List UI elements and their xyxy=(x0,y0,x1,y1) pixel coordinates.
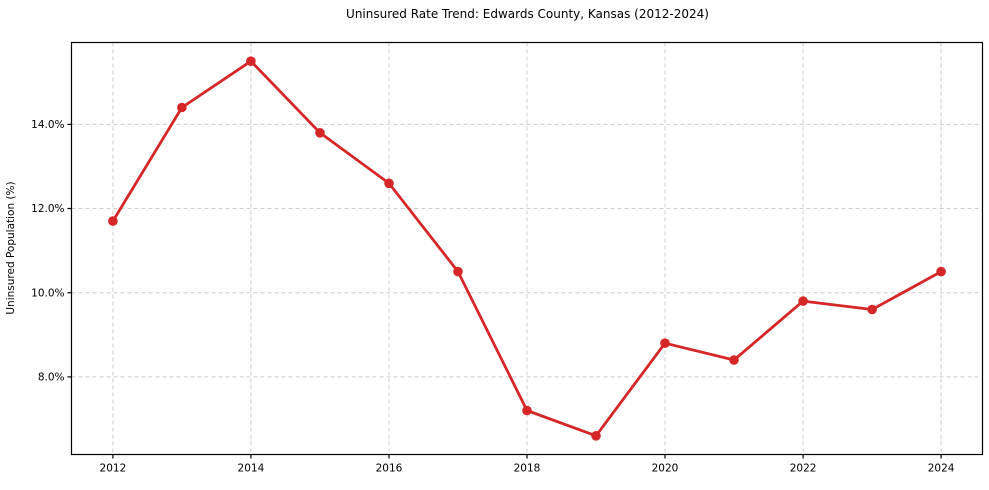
y-tick-label: 10.0% xyxy=(31,287,64,299)
data-point-2013 xyxy=(177,102,187,113)
data-point-2021 xyxy=(729,355,739,365)
data-point-2012 xyxy=(108,216,118,226)
data-point-2018 xyxy=(522,405,532,416)
x-tick-label: 2014 xyxy=(238,463,265,475)
y-tick-label: 12.0% xyxy=(31,203,64,215)
data-point-2016 xyxy=(384,178,394,189)
x-tick-label: 2016 xyxy=(376,463,403,475)
data-point-2022 xyxy=(798,296,808,306)
x-tick-label: 2020 xyxy=(652,463,679,475)
x-tick-label: 2022 xyxy=(790,463,817,475)
data-point-2014 xyxy=(246,56,256,66)
data-point-2023 xyxy=(867,304,877,315)
x-tick-label: 2012 xyxy=(100,463,127,475)
x-tick-label: 2024 xyxy=(928,463,955,475)
data-point-2024 xyxy=(936,266,946,277)
chart-title: Uninsured Rate Trend: Edwards County, Ka… xyxy=(346,7,709,21)
data-point-2020 xyxy=(660,338,670,349)
data-point-2015 xyxy=(315,128,325,138)
y-tick-label: 8.0% xyxy=(38,372,65,384)
data-point-2017 xyxy=(453,266,463,277)
data-point-2019 xyxy=(591,431,601,441)
y-tick-label: 14.0% xyxy=(31,119,64,131)
x-tick-label: 2018 xyxy=(514,463,541,475)
